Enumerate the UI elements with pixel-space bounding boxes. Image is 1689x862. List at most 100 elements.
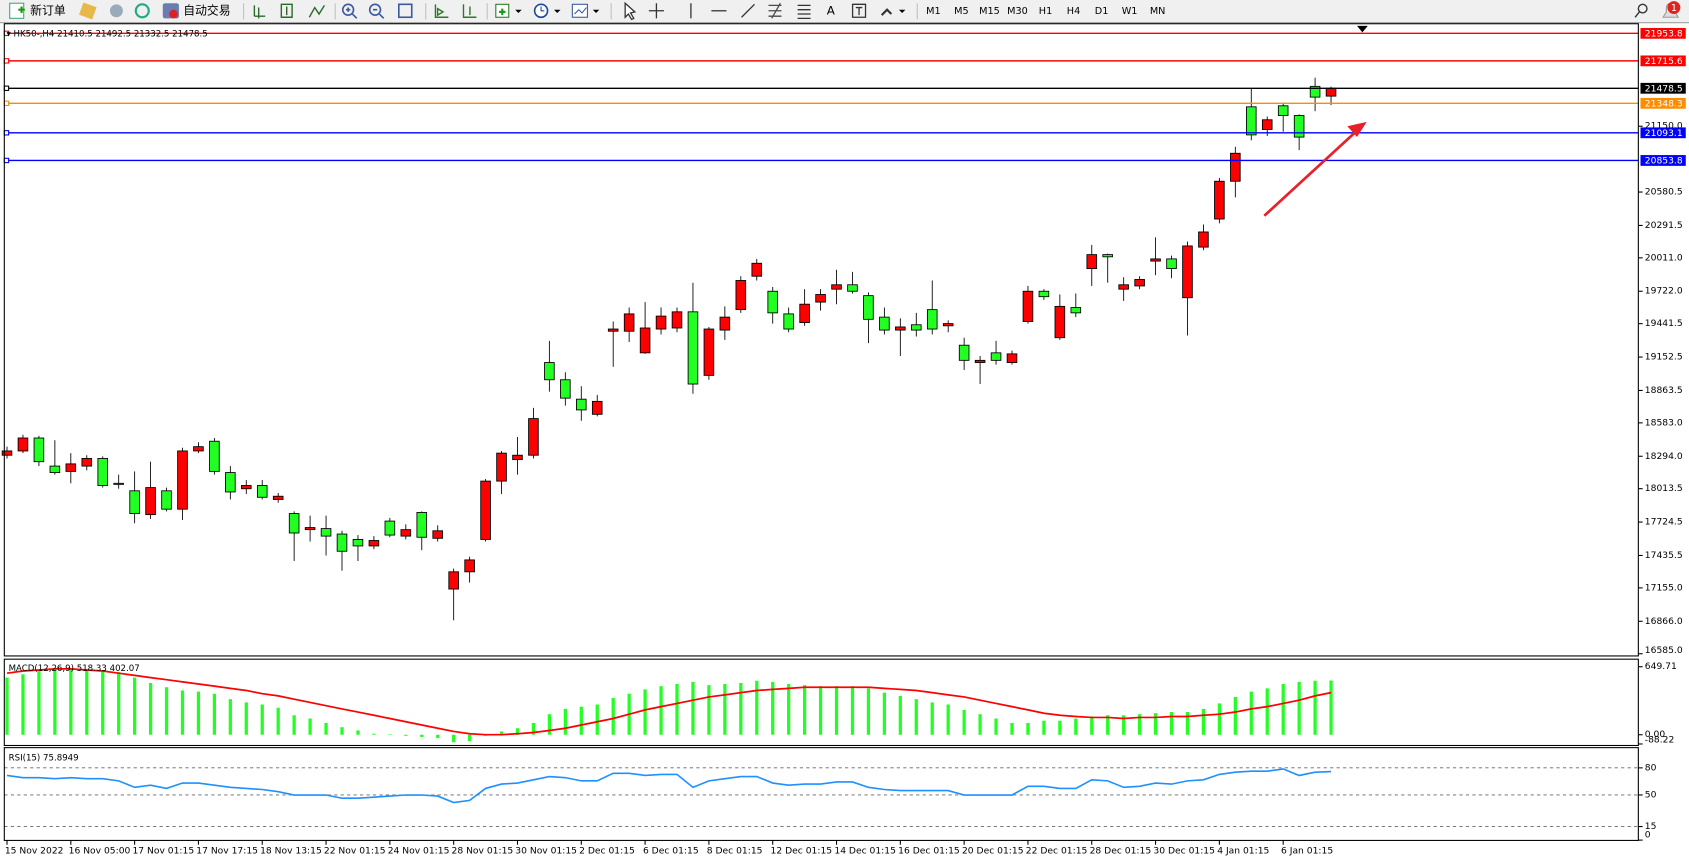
candle-body (81, 458, 93, 467)
candle-body (942, 323, 954, 327)
candle-body (639, 327, 651, 354)
candle-body (1, 450, 13, 456)
macd-bar (1217, 703, 1221, 735)
x-tick-label: 4 Jan 01:15 (1217, 846, 1269, 857)
timeframe-button[interactable]: MN (1150, 6, 1166, 17)
candle-body (272, 495, 284, 500)
line-handle (3, 100, 10, 107)
chart-type-buttons[interactable] (253, 3, 326, 19)
indicator-buttons[interactable] (495, 3, 600, 19)
macd-bar (228, 699, 232, 735)
macd-bar (579, 706, 583, 735)
x-tick-label: 12 Dec 01:15 (771, 846, 833, 857)
y-tick-label: 21150.0 (1645, 121, 1683, 132)
timeframe-button[interactable]: H4 (1067, 6, 1080, 17)
candle-body (671, 311, 683, 329)
macd-bar (515, 728, 520, 735)
candle-body (97, 458, 109, 486)
candle-body (703, 328, 715, 376)
macd-bar (164, 687, 169, 735)
timeframe-button[interactable]: D1 (1095, 6, 1109, 17)
line-handle (3, 85, 10, 91)
icon-button[interactable] (134, 3, 150, 19)
x-tick-label: 28 Dec 01:15 (1090, 846, 1152, 857)
candle-body (560, 379, 571, 399)
y-tick-label: 16585.0 (1645, 645, 1683, 656)
macd-bar (69, 668, 73, 735)
macd-bar (1090, 716, 1094, 735)
new-order-button[interactable]: 新订单 (9, 2, 66, 19)
y-tick-label: 0 (1645, 830, 1651, 841)
y-tick-label: 16866.0 (1645, 616, 1683, 627)
candle-body (177, 450, 188, 510)
candle-body (1230, 152, 1241, 182)
toolbar-bg (0, 0, 1689, 23)
macd-bar (1153, 713, 1158, 735)
high: 21492.5 (95, 29, 131, 39)
macd-bar (85, 668, 89, 735)
y-tick-label: 18294.0 (1645, 451, 1683, 462)
text-tool[interactable]: A (827, 3, 836, 17)
candle-body (448, 571, 459, 590)
x-tick-label: 20 Dec 01:15 (962, 846, 1024, 857)
line-handle (3, 130, 10, 136)
drawing-tools[interactable] (624, 1, 906, 21)
macd-bar (324, 722, 328, 735)
macd-bar (196, 691, 201, 735)
macd-bar (1329, 680, 1333, 735)
y-tick-label: 17435.5 (1645, 550, 1683, 561)
x-tick-label: 18 Nov 13:15 (260, 846, 322, 857)
macd-bar (659, 686, 663, 735)
y-tick-label: 19722.0 (1645, 286, 1683, 297)
candle-body (512, 454, 523, 461)
macd-bar (914, 699, 918, 735)
notification-count: 1 (1671, 3, 1677, 14)
timeframe-button[interactable]: M1 (926, 6, 941, 17)
macd-bar (691, 681, 695, 735)
candle-body (368, 540, 380, 547)
candle-body (799, 303, 810, 323)
icon-button[interactable] (109, 4, 123, 18)
timeframe-button[interactable]: H1 (1039, 6, 1052, 17)
candle-body (193, 446, 204, 452)
y-tick-label: 20291.5 (1645, 220, 1683, 231)
candle-body (384, 520, 396, 536)
candle-body (974, 359, 986, 363)
macd-bar (53, 669, 57, 735)
candle-body (1022, 290, 1034, 322)
notifications[interactable]: 1 (1662, 1, 1681, 18)
candle-body (161, 490, 172, 510)
candle-body (879, 316, 890, 331)
timeframe-button[interactable]: M15 (979, 6, 1000, 17)
macd-bar (420, 734, 424, 737)
macd-bar (787, 683, 791, 735)
candle-body (304, 527, 316, 531)
timeframe-button[interactable]: M30 (1007, 6, 1028, 17)
y-tick-label: 18863.5 (1645, 385, 1683, 396)
auto-trading-button[interactable]: 自动交易 (162, 3, 231, 19)
icon-button[interactable] (79, 2, 97, 20)
y-tick-label: 19152.5 (1645, 352, 1683, 363)
macd-bar (755, 680, 759, 735)
price-label-bg (1640, 55, 1686, 67)
chart-window: 21150.0 20580.5 20291.5 20011.0 19722.0 19441… (1, 23, 1689, 862)
y-tick-label: 649.71 (1645, 661, 1677, 672)
candle-body (480, 480, 491, 540)
macd-bar (563, 708, 567, 735)
candle-body (209, 440, 220, 472)
macd-bar (101, 669, 105, 735)
candle-body (1214, 180, 1225, 220)
timeframe-button[interactable]: W1 (1122, 6, 1138, 17)
plot: 21150.0 20580.5 20291.5 20011.0 19722.0 19441… (1, 27, 1686, 857)
candle-body (990, 352, 1002, 361)
zoom-buttons[interactable] (341, 3, 413, 19)
price-label-bg (1640, 82, 1686, 94)
candle-body (591, 400, 603, 415)
macd-bar (356, 730, 360, 735)
search-button[interactable] (1634, 3, 1648, 18)
candle-body (113, 482, 124, 485)
timeframe-button[interactable]: M5 (954, 6, 969, 17)
y-tick-label: 17724.5 (1645, 517, 1683, 528)
scroll-buttons[interactable] (434, 4, 477, 18)
